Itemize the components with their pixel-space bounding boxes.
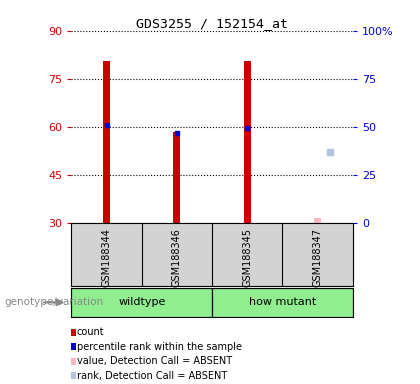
- Text: GSM188344: GSM188344: [102, 228, 112, 287]
- Bar: [71, 288, 212, 317]
- Bar: [173, 132, 181, 223]
- Bar: [212, 288, 353, 317]
- Text: percentile rank within the sample: percentile rank within the sample: [77, 342, 242, 352]
- Text: how mutant: how mutant: [249, 297, 316, 308]
- Text: GSM188347: GSM188347: [312, 228, 323, 287]
- Text: GSM188346: GSM188346: [172, 228, 182, 287]
- Bar: [244, 61, 251, 223]
- Text: value, Detection Call = ABSENT: value, Detection Call = ABSENT: [77, 356, 232, 366]
- Bar: [314, 218, 321, 223]
- Text: genotype/variation: genotype/variation: [4, 297, 103, 308]
- Text: rank, Detection Call = ABSENT: rank, Detection Call = ABSENT: [77, 371, 227, 381]
- Text: wildtype: wildtype: [118, 297, 165, 308]
- Title: GDS3255 / 152154_at: GDS3255 / 152154_at: [136, 17, 288, 30]
- Text: GSM188345: GSM188345: [242, 228, 252, 287]
- Bar: [103, 61, 110, 223]
- Text: count: count: [77, 327, 104, 337]
